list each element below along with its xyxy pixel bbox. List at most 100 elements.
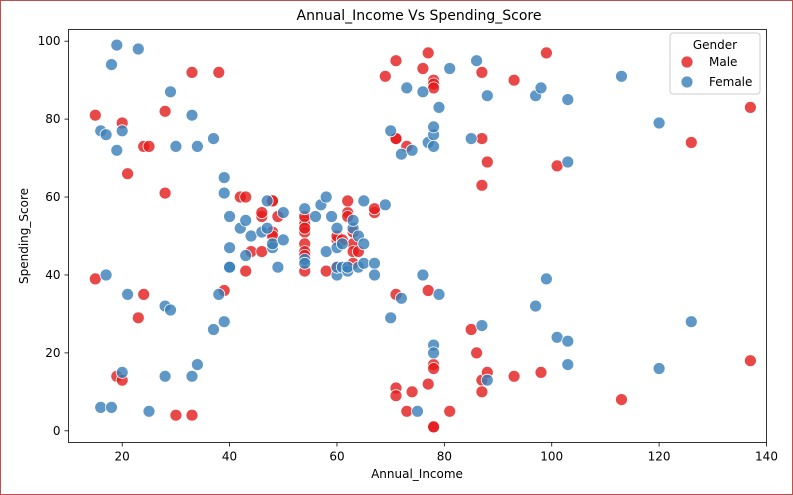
y-tick-label-60: 60: [45, 190, 60, 204]
point-female-4: [105, 400, 118, 414]
point-male-12: [169, 408, 183, 422]
point-male-14: [185, 408, 199, 422]
point-male-78: [475, 178, 489, 192]
point-female-51: [325, 210, 339, 223]
point-male-60: [400, 404, 414, 418]
point-female-103: [652, 362, 666, 375]
point-female-75: [405, 143, 419, 157]
point-male-90: [684, 136, 698, 149]
point-female-19: [185, 108, 199, 122]
legend-marker-female: [680, 75, 694, 89]
point-male-10: [158, 104, 172, 118]
point-female-42: [276, 233, 290, 247]
point-female-87: [443, 62, 457, 75]
point-male-85: [507, 369, 521, 383]
point-male-11: [158, 186, 172, 200]
point-female-8: [115, 365, 129, 379]
points-layer: [88, 38, 757, 434]
point-female-18: [185, 369, 199, 383]
point-male-0: [88, 272, 102, 286]
point-male-6: [131, 311, 145, 325]
point-female-37: [260, 221, 274, 235]
point-male-65: [421, 46, 435, 60]
point-female-11: [131, 42, 145, 56]
point-female-40: [266, 237, 279, 251]
point-female-91: [480, 373, 494, 387]
point-female-21: [190, 139, 204, 153]
point-female-97: [550, 330, 564, 344]
point-female-12: [142, 404, 156, 418]
point-female-24: [212, 287, 226, 301]
point-male-55: [389, 54, 403, 68]
point-female-33: [239, 249, 253, 262]
point-male-7: [137, 287, 151, 301]
x-tick-label-100: 100: [540, 450, 563, 464]
point-male-75: [464, 323, 478, 336]
point-male-77: [475, 66, 489, 79]
point-male-76: [470, 346, 484, 360]
legend-title: Gender: [693, 38, 737, 52]
point-male-37: [298, 221, 312, 235]
point-male-18: [239, 190, 253, 204]
point-female-17: [169, 139, 183, 153]
y-tick-label-80: 80: [45, 112, 60, 126]
point-male-73: [427, 420, 441, 434]
point-female-89: [470, 54, 484, 68]
point-female-13: [158, 369, 172, 383]
point-female-20: [190, 358, 204, 372]
point-female-0: [94, 400, 108, 414]
point-female-41: [271, 260, 285, 274]
point-female-99: [561, 93, 575, 106]
point-female-74: [400, 81, 414, 95]
point-male-81: [475, 385, 489, 399]
point-female-10: [121, 287, 134, 301]
point-female-70: [384, 311, 398, 325]
point-female-102: [615, 69, 628, 83]
point-male-13: [185, 66, 199, 79]
point-female-68: [368, 268, 381, 282]
point-male-45: [341, 194, 355, 208]
point-female-50: [319, 245, 333, 259]
point-male-15: [212, 66, 226, 79]
point-female-61: [346, 213, 360, 227]
point-female-35: [244, 229, 258, 243]
point-male-66: [421, 284, 435, 297]
point-male-89: [615, 393, 628, 407]
legend-label-male: Male: [709, 55, 737, 69]
point-male-87: [540, 46, 553, 60]
point-male-62: [405, 385, 419, 399]
point-male-88: [550, 159, 564, 173]
point-female-9: [115, 124, 129, 138]
point-female-57: [335, 237, 349, 251]
point-male-64: [421, 377, 435, 391]
point-female-72: [394, 291, 408, 305]
point-female-66: [357, 194, 371, 208]
x-tick-label-20: 20: [115, 450, 130, 464]
point-female-16: [164, 85, 177, 99]
x-tick-label-80: 80: [437, 450, 452, 464]
point-female-69: [378, 198, 392, 212]
point-female-96: [540, 272, 553, 286]
point-female-34: [239, 213, 253, 227]
point-male-5: [121, 167, 134, 181]
point-female-101: [561, 155, 575, 169]
point-male-38: [319, 264, 333, 278]
point-female-73: [394, 147, 408, 161]
point-male-72: [427, 362, 441, 375]
point-female-29: [223, 241, 237, 255]
point-male-74: [443, 404, 457, 418]
point-male-70: [427, 81, 441, 95]
point-female-85: [432, 287, 446, 301]
point-male-82: [480, 155, 494, 169]
point-female-88: [464, 132, 478, 146]
point-male-23: [255, 206, 269, 220]
y-axis: 0 20 40 60 80 100: [38, 34, 69, 438]
point-female-93: [529, 299, 542, 313]
point-female-7: [110, 38, 124, 52]
point-female-84: [427, 139, 441, 153]
point-female-104: [652, 116, 666, 130]
point-female-23: [207, 132, 220, 146]
legend-marker-male: [680, 55, 694, 69]
point-female-98: [561, 358, 575, 372]
